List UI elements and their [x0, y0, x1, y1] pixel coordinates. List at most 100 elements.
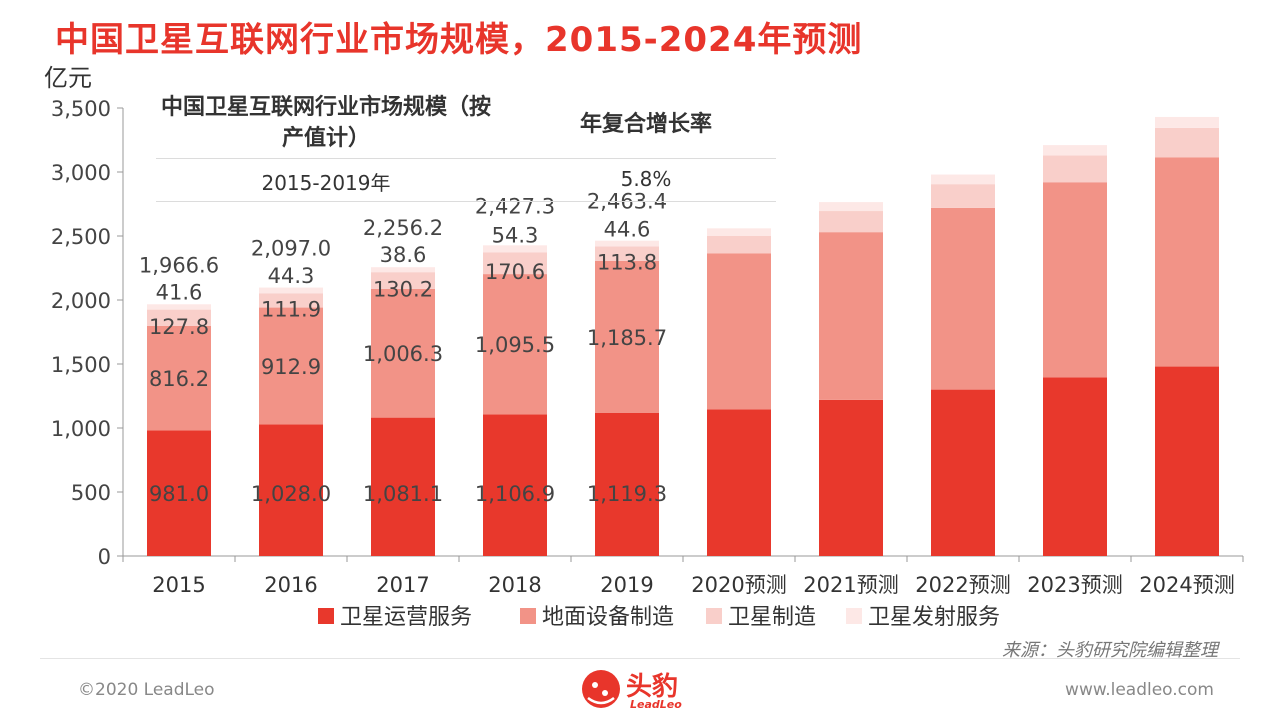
data-label: 1,095.5	[475, 333, 555, 357]
legend-label: 卫星制造	[728, 605, 816, 630]
bar-segment	[259, 424, 323, 556]
data-label: 130.2	[373, 277, 433, 301]
data-label: 1,028.0	[251, 482, 331, 506]
legend-label: 卫星运营服务	[340, 605, 472, 630]
bar-segment	[1155, 157, 1219, 367]
x-tick-label: 2020预测	[691, 573, 786, 597]
x-tick-label: 2017	[376, 573, 429, 597]
y-tick-label: 1,000	[51, 417, 111, 441]
data-label: 44.3	[268, 264, 315, 288]
cagr-table: 中国卫星互联网行业市场规模（按产值计） 年复合增长率 2015-2019年 5.…	[156, 92, 776, 202]
bar-segment	[595, 260, 659, 413]
x-tick-label: 2015	[152, 573, 205, 597]
data-label: 111.9	[261, 297, 321, 321]
legend-swatch	[520, 608, 536, 624]
total-label: 1,966.6	[139, 253, 219, 277]
bar-segment	[931, 389, 995, 556]
data-label: 38.6	[380, 243, 427, 267]
logo-subtext: LeadLeo	[630, 698, 682, 711]
data-label: 816.2	[149, 367, 209, 391]
bar-segment	[707, 228, 771, 236]
bar-segment	[1043, 182, 1107, 378]
legend-label: 卫星发射服务	[868, 605, 1000, 630]
bar-segment	[707, 253, 771, 410]
bar-segment	[371, 288, 435, 418]
bar-segment	[707, 236, 771, 254]
bar-segment	[147, 430, 211, 556]
bar-segment	[1043, 145, 1107, 156]
website-link[interactable]: www.leadleo.com	[1065, 680, 1214, 700]
leopard-logo-icon	[582, 670, 620, 708]
copyright-text: ©2020 LeadLeo	[78, 680, 215, 700]
bar-segment	[147, 304, 211, 310]
data-label: 170.6	[485, 260, 545, 284]
data-label: 1,081.1	[363, 482, 443, 506]
y-tick-label: 2,000	[51, 289, 111, 313]
y-tick-label: 3,500	[51, 97, 111, 121]
x-tick-label: 2024预测	[1139, 573, 1234, 597]
data-label: 41.6	[156, 281, 203, 305]
bar-segment	[371, 267, 435, 273]
y-axis-unit-label: 亿元	[44, 64, 92, 92]
legend-label: 地面设备制造	[542, 605, 674, 630]
data-label: 127.8	[149, 315, 209, 339]
bar-segment	[1043, 377, 1107, 556]
bar-segment	[1155, 127, 1219, 158]
total-label: 2,097.0	[251, 237, 331, 261]
cagr-rate-value: 5.8%	[620, 167, 672, 191]
bar-segment	[819, 202, 883, 212]
source-note: 来源：头豹研究院编辑整理	[1002, 640, 1218, 661]
bar-segment	[819, 399, 883, 556]
bar-segment	[595, 246, 659, 261]
y-tick-label: 2,500	[51, 225, 111, 249]
bar-segment	[483, 245, 547, 253]
cagr-header-scale: 中国卫星互联网行业市场规模（按产值计）	[160, 95, 491, 151]
legend-swatch	[846, 608, 862, 624]
footer-divider	[40, 658, 1240, 659]
x-tick-label: 2023预测	[1027, 573, 1122, 597]
stacked-bar-chart: 0 500 1,000 1,500 2,000 2,500 3,000 3,500 981.0 8…	[51, 97, 1244, 630]
total-label: 2,256.2	[363, 216, 443, 240]
bar-segment	[483, 252, 547, 275]
logo-text: 头豹	[626, 672, 679, 702]
bar-segment	[819, 211, 883, 233]
data-label: 912.9	[261, 355, 321, 379]
x-tick-label: 2022预测	[915, 573, 1010, 597]
bar-segment	[707, 409, 771, 556]
data-label: 1,106.9	[475, 482, 555, 506]
bar-segment	[595, 412, 659, 556]
bar-segment	[259, 293, 323, 308]
cagr-table-row: 2015-2019年 5.8%	[156, 159, 776, 202]
cagr-table-header: 中国卫星互联网行业市场规模（按产值计） 年复合增长率	[156, 92, 776, 159]
data-label: 1,006.3	[363, 342, 443, 366]
leadleo-logo: 头豹 LeadLeo	[580, 664, 720, 716]
bar-segment	[931, 174, 995, 185]
data-label: 1,185.7	[587, 326, 667, 350]
y-tick-label: 500	[71, 481, 111, 505]
bar-segment	[483, 414, 547, 556]
bar-segment	[259, 307, 323, 425]
bar-segment	[147, 309, 211, 326]
page-title: 中国卫星互联网行业市场规模，2015-2024年预测	[55, 20, 863, 60]
bar-segment	[483, 274, 547, 415]
x-tick-label: 2016	[264, 573, 317, 597]
x-tick-label: 2018	[488, 573, 541, 597]
bar-segment	[371, 272, 435, 289]
bar-segment	[1155, 116, 1219, 128]
bar-segment	[371, 417, 435, 556]
y-tick-label: 0	[98, 545, 111, 569]
legend-swatch	[318, 608, 334, 624]
y-tick-label: 3,000	[51, 161, 111, 185]
x-tick-label: 2019	[600, 573, 653, 597]
bar-segment	[931, 184, 995, 208]
data-label: 44.6	[604, 217, 651, 241]
bar-segment	[1043, 155, 1107, 183]
data-label: 981.0	[149, 482, 209, 506]
bar-segment	[931, 207, 995, 390]
total-label: 2,427.3	[475, 194, 555, 218]
legend-swatch	[706, 608, 722, 624]
cagr-period: 2015-2019年	[261, 171, 391, 195]
x-tick-label: 2021预测	[803, 573, 898, 597]
bar-segment	[259, 287, 323, 294]
data-label: 113.8	[597, 251, 657, 275]
